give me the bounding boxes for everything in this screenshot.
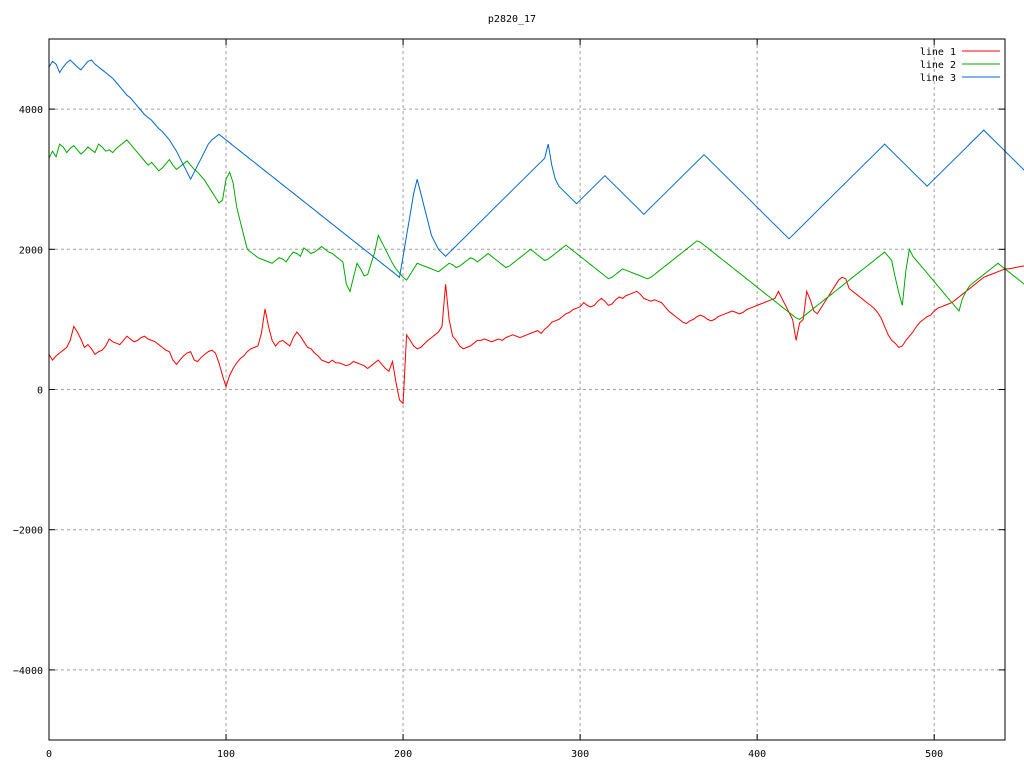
x-tick-label: 200 — [394, 749, 412, 760]
legend-label: line 3 — [920, 73, 956, 84]
y-tick-label: −2000 — [13, 526, 43, 537]
y-tick-label: 4000 — [19, 105, 43, 116]
y-tick-label: 2000 — [19, 245, 43, 256]
grid-lines — [49, 39, 1005, 740]
series-line-2 — [48, 139, 1024, 320]
y-axis-ticks: −4000 −2000 0 2000 4000 — [13, 105, 1005, 677]
chart-title: p2820_17 — [488, 14, 536, 25]
legend-label: line 2 — [920, 60, 956, 71]
series-line-3 — [48, 59, 1024, 279]
legend: line 1 line 2 line 3 — [920, 47, 1000, 84]
x-tick-label: 500 — [925, 749, 943, 760]
x-tick-label: 300 — [571, 749, 589, 760]
legend-label: line 1 — [920, 47, 956, 58]
y-tick-label: 0 — [37, 386, 43, 397]
x-tick-label: 400 — [748, 749, 766, 760]
y-tick-label: −4000 — [13, 666, 43, 677]
series-line-1 — [48, 265, 1024, 405]
x-axis-ticks: 0 100 200 300 400 500 — [46, 39, 943, 760]
x-tick-label: 100 — [217, 749, 235, 760]
series-lines — [48, 59, 1024, 405]
x-tick-label: 0 — [46, 749, 52, 760]
